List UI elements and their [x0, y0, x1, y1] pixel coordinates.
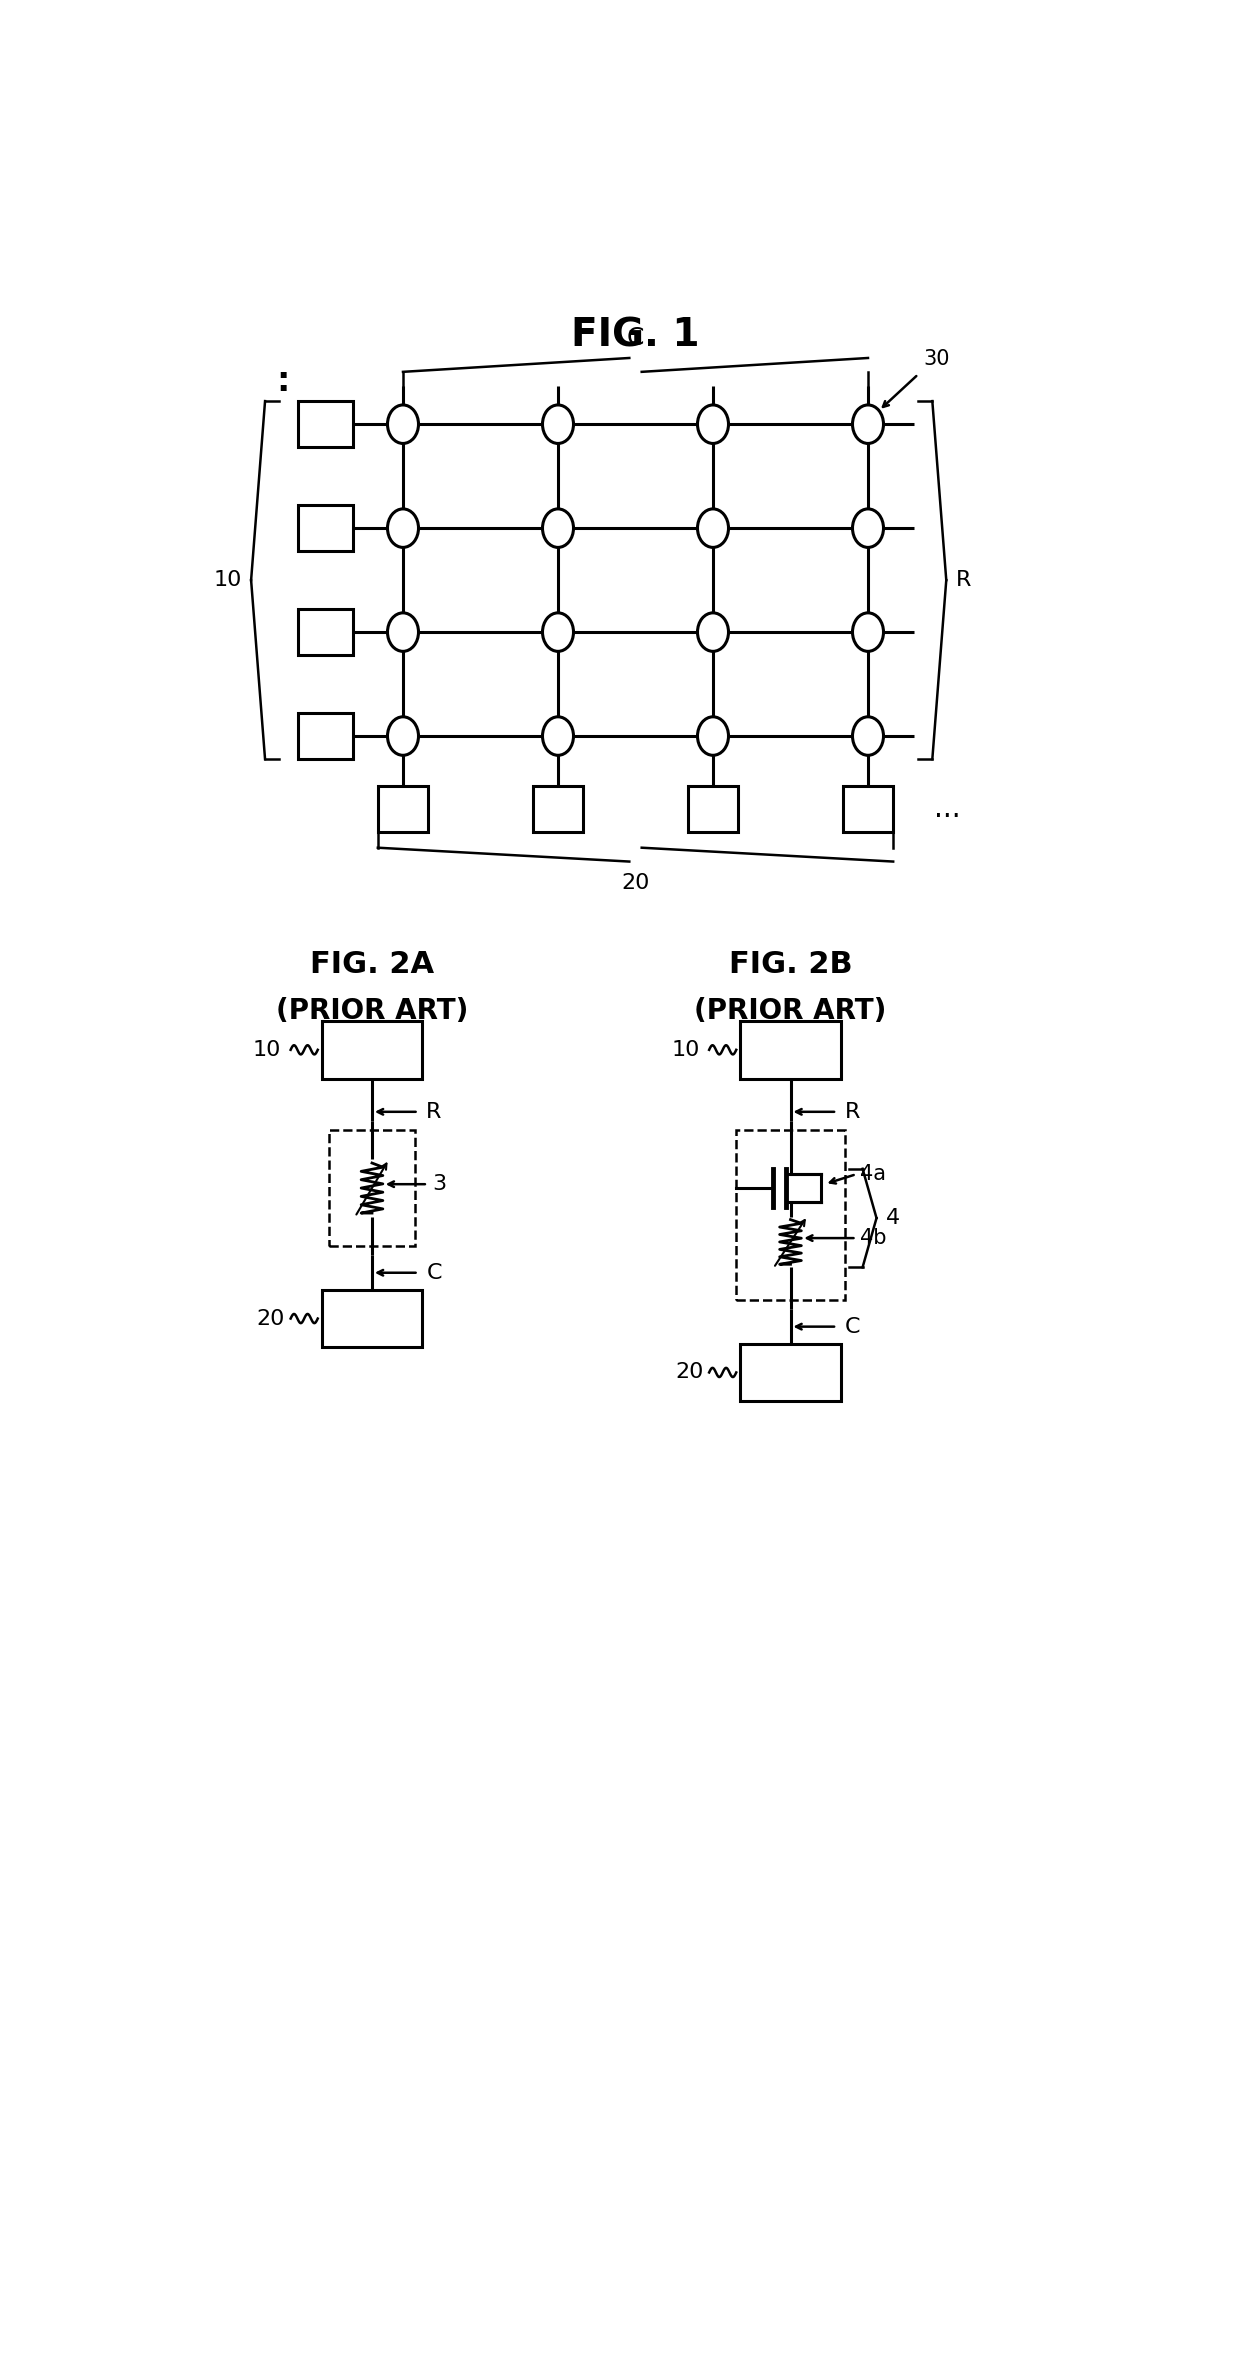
- Text: 10: 10: [253, 1040, 281, 1059]
- Text: R: R: [956, 571, 971, 590]
- Bar: [688, 785, 738, 833]
- Ellipse shape: [543, 716, 573, 754]
- Ellipse shape: [543, 405, 573, 443]
- Bar: [299, 505, 352, 552]
- Text: 30: 30: [924, 350, 950, 369]
- Bar: [299, 609, 352, 654]
- Ellipse shape: [853, 612, 883, 652]
- Bar: [321, 1021, 423, 1078]
- Ellipse shape: [387, 405, 419, 443]
- Ellipse shape: [697, 716, 729, 754]
- Text: 20: 20: [676, 1361, 703, 1383]
- Text: C: C: [626, 326, 645, 350]
- Bar: [378, 785, 428, 833]
- Text: R: R: [427, 1102, 441, 1121]
- Ellipse shape: [387, 716, 419, 754]
- Ellipse shape: [853, 509, 883, 547]
- Ellipse shape: [697, 405, 729, 443]
- Text: C: C: [844, 1316, 861, 1338]
- Text: 20: 20: [621, 873, 650, 892]
- Text: :: :: [277, 367, 290, 397]
- Text: 10: 10: [671, 1040, 699, 1059]
- Text: 10: 10: [213, 571, 242, 590]
- Text: FIG. 2B: FIG. 2B: [729, 950, 852, 978]
- Text: FIG. 2A: FIG. 2A: [310, 950, 434, 978]
- Text: 4a: 4a: [861, 1164, 887, 1185]
- Bar: [843, 785, 893, 833]
- Ellipse shape: [853, 716, 883, 754]
- Bar: [737, 1130, 844, 1299]
- Text: ...: ...: [934, 795, 961, 823]
- Ellipse shape: [697, 612, 729, 652]
- Text: 3: 3: [433, 1173, 446, 1195]
- Bar: [533, 785, 583, 833]
- Bar: [740, 1021, 841, 1078]
- Ellipse shape: [387, 509, 419, 547]
- Bar: [299, 402, 352, 447]
- Text: FIG. 1: FIG. 1: [572, 317, 699, 355]
- Text: (PRIOR ART): (PRIOR ART): [694, 997, 887, 1026]
- Ellipse shape: [853, 405, 883, 443]
- Ellipse shape: [697, 509, 729, 547]
- Ellipse shape: [387, 612, 419, 652]
- Ellipse shape: [543, 612, 573, 652]
- Text: 20: 20: [257, 1309, 285, 1328]
- Text: (PRIOR ART): (PRIOR ART): [275, 997, 469, 1026]
- Ellipse shape: [543, 509, 573, 547]
- Bar: [299, 714, 352, 759]
- Bar: [330, 1130, 414, 1245]
- Text: C: C: [427, 1264, 441, 1283]
- Text: 4: 4: [885, 1209, 900, 1228]
- Text: R: R: [844, 1102, 861, 1121]
- Text: 4b: 4b: [861, 1228, 887, 1247]
- Bar: [321, 1290, 423, 1347]
- Bar: [740, 1345, 841, 1402]
